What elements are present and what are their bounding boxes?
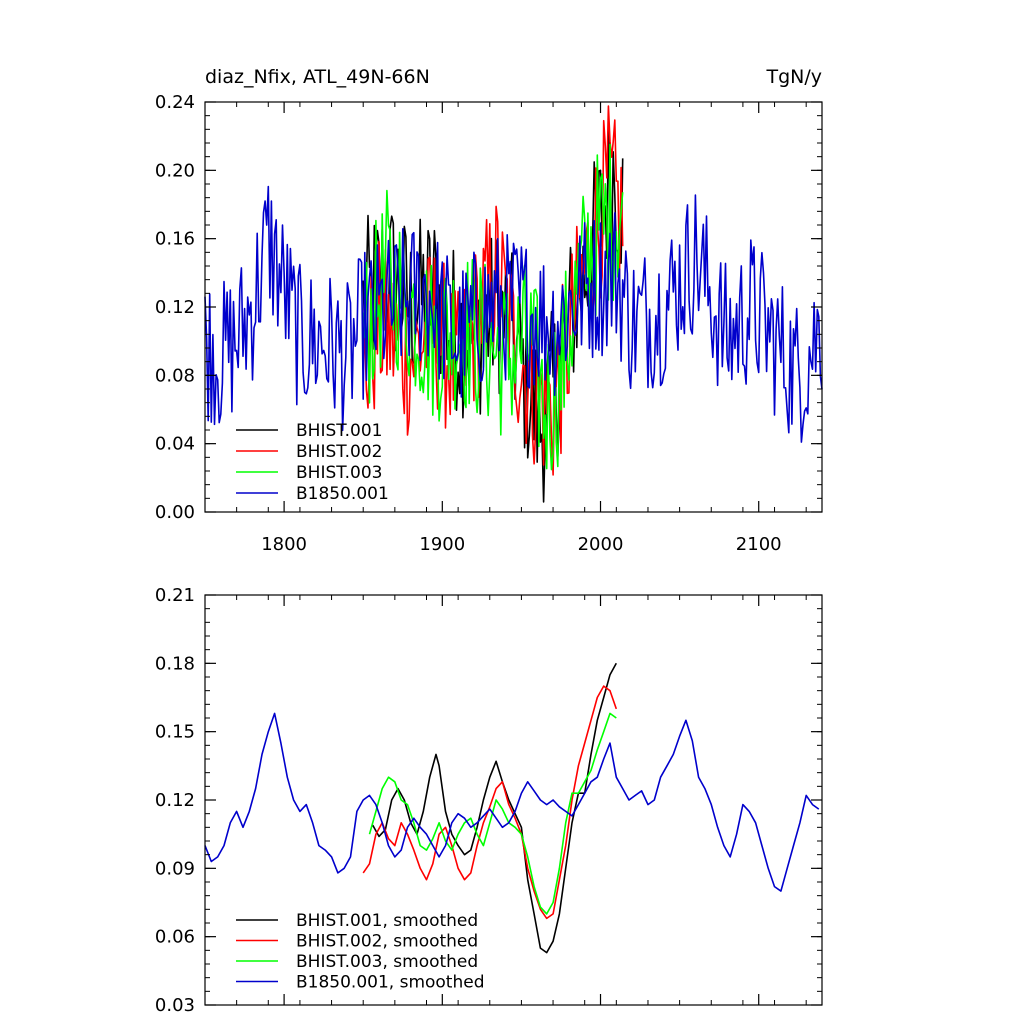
bottom-y-tick-label: 0.18 — [155, 653, 195, 674]
bottom-y-tick-label: 0.06 — [155, 927, 195, 948]
top-legend-label-2: BHIST.002 — [296, 442, 382, 462]
bottom-series-line-1 — [372, 662, 618, 954]
bottom-axis-ticks: 0.03 0.06 0.09 0.12 0.15 0.18 0.21 — [155, 585, 822, 1016]
bottom-y-tick-label: 0.03 — [155, 995, 195, 1016]
top-y-tick-label: 0.00 — [155, 502, 195, 523]
top-axis-ticks: 1800 1900 2000 2100 0.00 0.04 0.08 0.12 0.16 0.20… — [155, 92, 822, 555]
top-series-line-4 — [204, 185, 823, 443]
bottom-legend-label-1: BHIST.001, smoothed — [296, 911, 478, 931]
bottom-legend-label-3: BHIST.003, smoothed — [296, 952, 478, 972]
bottom-legend-label-2: BHIST.002, smoothed — [296, 932, 478, 952]
top-y-tick-label: 0.20 — [155, 160, 195, 181]
bottom-y-tick-label: 0.15 — [155, 722, 195, 743]
top-y-tick-label: 0.08 — [155, 365, 195, 386]
top-x-tick-label: 2000 — [578, 534, 624, 555]
bottom-y-tick-label: 0.21 — [155, 585, 195, 606]
top-chart-title: diaz_Nfix, ATL_49N-66N — [205, 66, 430, 88]
bottom-series-line-3 — [368, 712, 617, 915]
top-series-group — [204, 105, 823, 503]
top-legend-label-1: BHIST.001 — [296, 421, 382, 441]
bottom-y-tick-label: 0.09 — [155, 858, 195, 879]
bottom-chart-panel: 0.03 0.06 0.09 0.12 0.15 0.18 0.21 BHIST.001, … — [155, 585, 823, 1016]
top-y-tick-label: 0.24 — [155, 92, 195, 113]
top-chart-panel: diaz_Nfix, ATL_49N-66N TgN/y 1800 1900 200… — [155, 66, 823, 555]
top-legend-label-3: BHIST.003 — [296, 463, 382, 483]
top-chart-units: TgN/y — [765, 66, 822, 88]
top-y-tick-label: 0.16 — [155, 229, 195, 250]
bottom-series-group — [204, 662, 820, 954]
top-y-tick-label: 0.12 — [155, 297, 195, 318]
bottom-legend-label-4: B1850.001, smoothed — [296, 973, 485, 993]
top-legend-label-4: B1850.001 — [296, 484, 389, 504]
bottom-series-line-4 — [204, 712, 820, 892]
top-y-tick-label: 0.04 — [155, 434, 195, 455]
top-x-tick-label: 1800 — [261, 534, 307, 555]
bottom-y-tick-label: 0.12 — [155, 790, 195, 811]
top-x-tick-label: 2100 — [736, 534, 782, 555]
top-x-tick-label: 1900 — [419, 534, 465, 555]
bottom-series-line-2 — [362, 685, 618, 920]
